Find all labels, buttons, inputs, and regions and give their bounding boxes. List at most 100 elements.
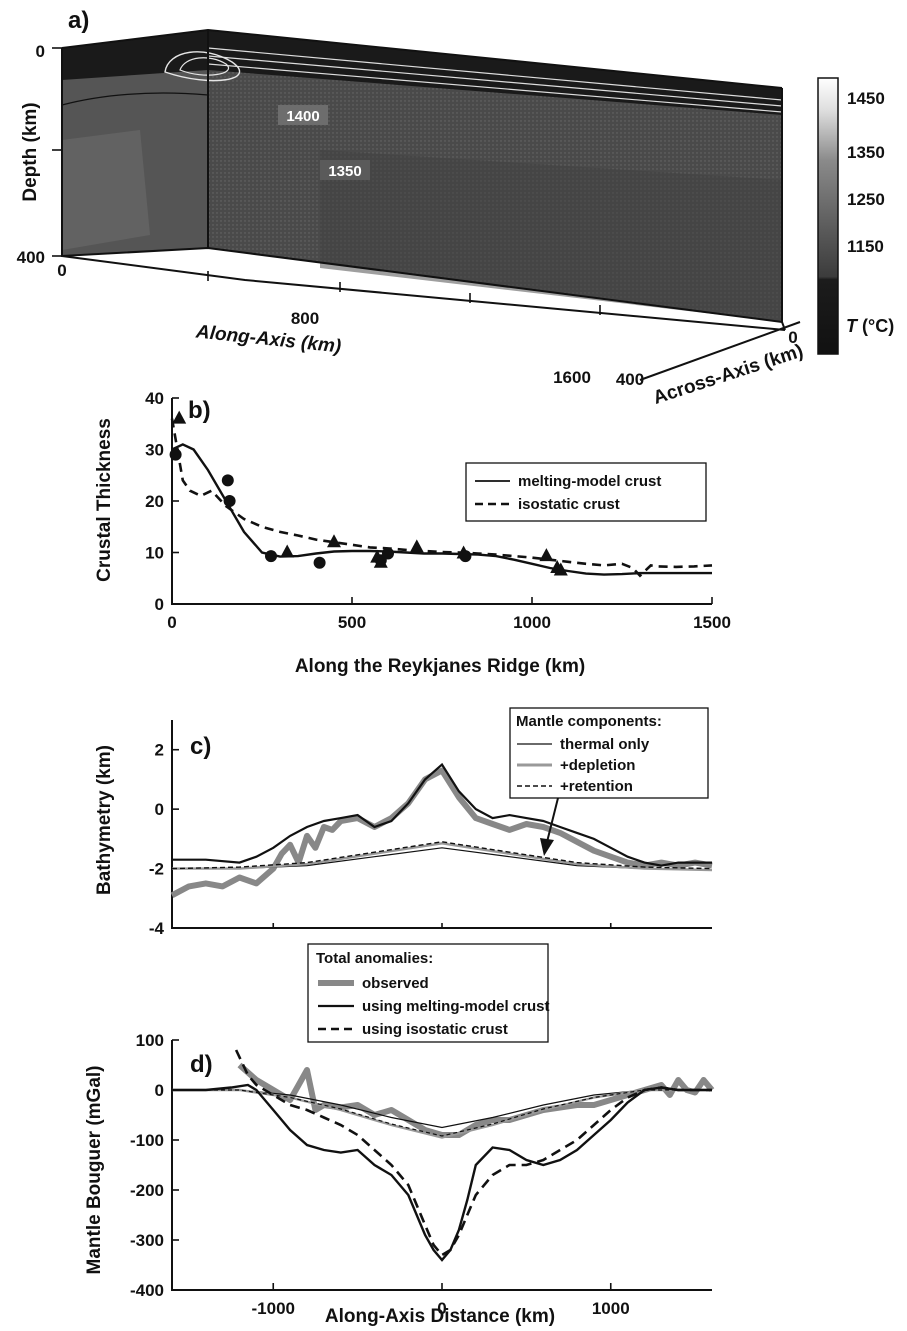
y-tick-label: 30 bbox=[145, 441, 164, 460]
x-tick-label: 1000 bbox=[513, 613, 551, 632]
triangle-marker bbox=[456, 545, 471, 559]
legend-entry: using melting-model crust bbox=[362, 998, 550, 1015]
legend-title: Mantle components: bbox=[516, 713, 662, 730]
circle-marker bbox=[313, 556, 326, 569]
series-melting-model-crust bbox=[171, 443, 712, 576]
along-axis-tick-label: 1600 bbox=[553, 368, 591, 387]
series-depletion bbox=[172, 842, 713, 872]
colorbar bbox=[817, 77, 839, 355]
panel-label-d: d) bbox=[190, 1051, 213, 1078]
series-retention bbox=[171, 841, 713, 870]
circle-marker bbox=[223, 495, 236, 507]
panel-a-front-face-cool bbox=[320, 150, 782, 322]
triangle-marker bbox=[373, 554, 388, 568]
x-tick-label: -1000 bbox=[252, 1299, 295, 1318]
panel-a: 0 400 Depth (km) 0 800 1600 Along-Axis (… bbox=[17, 7, 895, 409]
along-axis-tick-label: 800 bbox=[291, 309, 319, 328]
legend-entry: observed bbox=[362, 975, 429, 992]
legend-entry: isostatic crust bbox=[518, 496, 620, 513]
isotherm-line bbox=[207, 47, 783, 101]
legend-entry: melting-model crust bbox=[518, 473, 661, 490]
contour-label: 1350 bbox=[328, 163, 361, 180]
contour-label-box bbox=[278, 105, 328, 125]
across-axis-line bbox=[639, 321, 801, 381]
panel-b-ticks: 0 500 1000 1500 0 10 20 30 40 bbox=[145, 389, 731, 632]
panel-label-b: b) bbox=[188, 397, 211, 424]
panel-b-ylabel: Crustal Thickness bbox=[94, 418, 115, 582]
circle-markers bbox=[169, 448, 472, 569]
triangle-marker bbox=[327, 534, 341, 548]
y-tick-label: -400 bbox=[130, 1281, 164, 1300]
series-isostatic-crust bbox=[170, 418, 713, 578]
triangle-marker bbox=[409, 539, 424, 553]
legend-entry: +depletion bbox=[560, 757, 635, 774]
panel-d-xlabel: Along-Axis Distance (km) bbox=[325, 1306, 555, 1327]
colorbar-label: T (°C) bbox=[846, 316, 894, 336]
y-tick-label: -300 bbox=[130, 1231, 164, 1250]
across-axis-tick-label: 0 bbox=[788, 328, 797, 347]
y-tick-label: -4 bbox=[149, 919, 165, 938]
panel-c-ticks: -4 -2 0 2 bbox=[149, 741, 612, 938]
depth-tick-label: 0 bbox=[36, 42, 45, 61]
circle-marker bbox=[265, 550, 277, 563]
triangle-marker bbox=[539, 548, 554, 562]
panel-a-base-edge bbox=[61, 255, 786, 331]
panel-b-xlabel: Along the Reykjanes Ridge (km) bbox=[295, 656, 585, 677]
panel-d-ylabel: Mantle Bouguer (mGal) bbox=[84, 1065, 105, 1274]
along-axis-label: Along-Axis (km) bbox=[194, 321, 342, 357]
triangle-marker bbox=[172, 410, 187, 424]
annotation-arrow-head bbox=[540, 838, 554, 856]
y-tick-label: 0 bbox=[155, 800, 164, 819]
y-tick-label: 10 bbox=[145, 544, 164, 563]
x-tick-label: 1500 bbox=[693, 613, 731, 632]
panel-d: Total anomalies: observed using melting-… bbox=[84, 943, 715, 1327]
panel-d-legend bbox=[307, 943, 549, 1043]
triangle-marker bbox=[280, 544, 295, 558]
colorbar-tick-label: 1150 bbox=[847, 237, 884, 256]
panel-b: b) 0 500 1000 1500 0 10 20 30 40 Along the Reykj… bbox=[94, 389, 731, 677]
y-tick-label: -2 bbox=[149, 860, 164, 879]
x-tick-label: 0 bbox=[437, 1299, 446, 1318]
y-tick-label: 40 bbox=[145, 389, 164, 408]
legend-entry: thermal only bbox=[560, 736, 650, 753]
y-tick-label: -200 bbox=[130, 1181, 164, 1200]
y-tick-label: 0 bbox=[155, 595, 164, 614]
y-tick-label: 2 bbox=[155, 741, 164, 760]
contour-label: 1400 bbox=[286, 108, 319, 125]
triangle-marker bbox=[553, 562, 568, 576]
panel-c-ylabel: Bathymetry (km) bbox=[94, 745, 115, 895]
colorbar-tick-label: 1450 bbox=[847, 89, 885, 108]
circle-marker bbox=[382, 547, 394, 560]
series-using-isostatic-crust bbox=[234, 1049, 712, 1257]
panel-a-left-face-warm bbox=[62, 130, 150, 250]
circle-marker bbox=[221, 474, 234, 487]
circle-marker bbox=[169, 448, 182, 461]
panel-label-c: c) bbox=[190, 733, 211, 760]
across-axis-label: Across-Axis (km) bbox=[651, 341, 806, 409]
plume-contour bbox=[179, 57, 230, 76]
colorbar-tick-label: 1250 bbox=[847, 190, 885, 209]
triangle-markers bbox=[172, 410, 568, 576]
series-observed bbox=[237, 1062, 715, 1138]
x-tick-label: 0 bbox=[167, 613, 176, 632]
x-tick-label: 500 bbox=[338, 613, 366, 632]
y-tick-label: -100 bbox=[130, 1131, 164, 1150]
panel-c: c) -4 -2 0 2 Bathymetry (km) Mantle compone… bbox=[94, 707, 713, 938]
along-axis-tick-label: 0 bbox=[57, 261, 66, 280]
panel-c-legend bbox=[509, 707, 709, 799]
y-tick-label: 20 bbox=[145, 492, 164, 511]
panel-label-a: a) bbox=[68, 7, 89, 34]
series-thermal-only bbox=[172, 1089, 712, 1129]
x-tick-label: 1000 bbox=[592, 1299, 630, 1318]
annotation-arrow bbox=[545, 789, 561, 847]
depth-axis-label: Depth (km) bbox=[20, 102, 41, 201]
depth-tick-label: 400 bbox=[17, 248, 45, 267]
legend-entry: +retention bbox=[560, 778, 633, 795]
contour-label-box bbox=[320, 160, 370, 180]
y-tick-label: 0 bbox=[155, 1081, 164, 1100]
series-using-melting-model-crust bbox=[172, 1083, 712, 1262]
plume-contour bbox=[164, 51, 241, 82]
isotherm-line bbox=[61, 92, 209, 106]
